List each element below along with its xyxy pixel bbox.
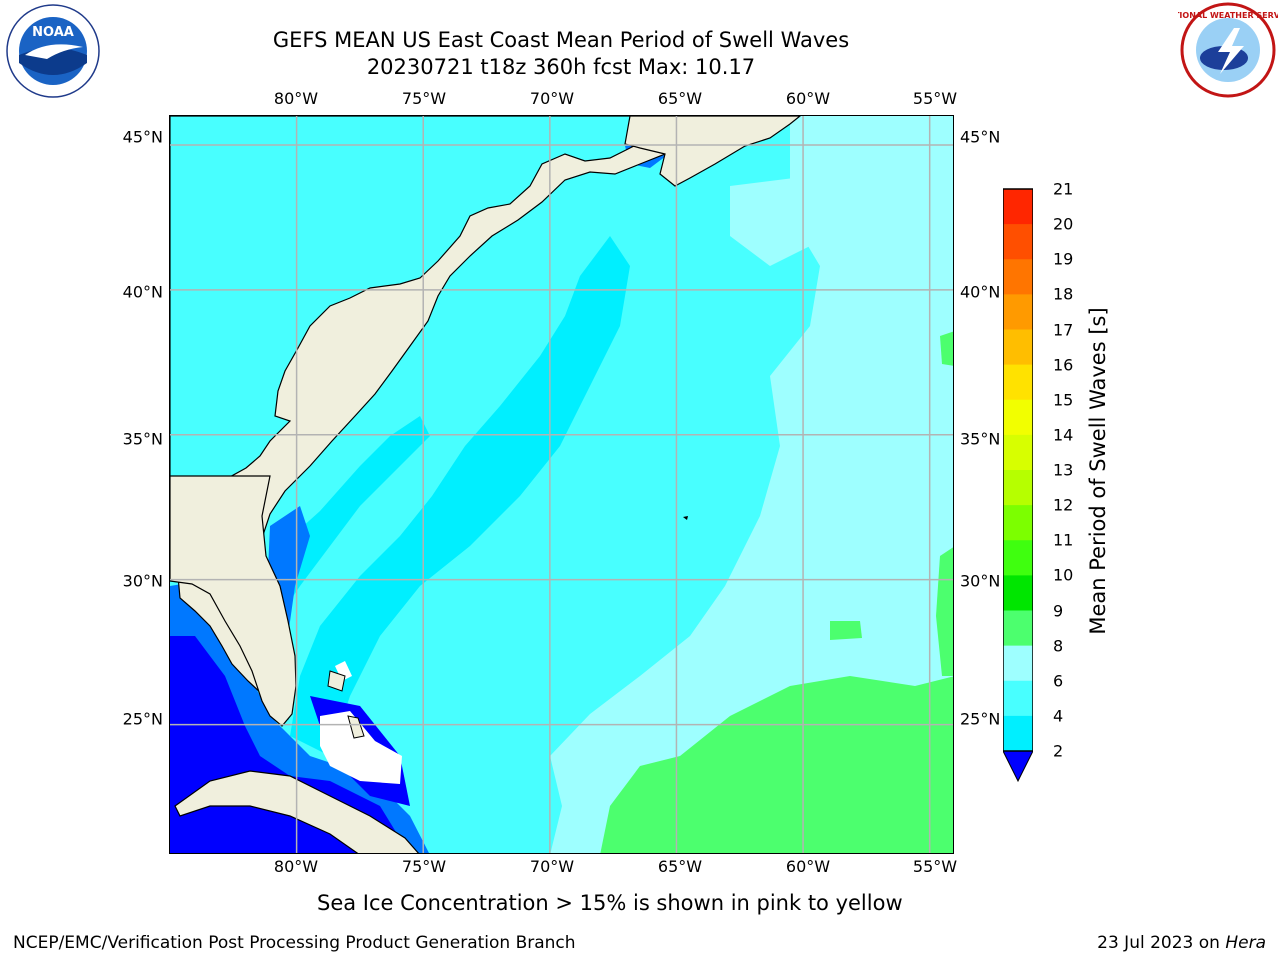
colorbar-segment [1003, 645, 1033, 682]
bottom-tick-label: 60°W [785, 857, 831, 876]
colorbar-outline [1003, 188, 1033, 752]
colorbar-tick-label: 2 [1053, 741, 1064, 761]
noaa-logo-text: NOAA [32, 25, 74, 40]
colorbar-segment [1003, 399, 1033, 436]
bottom-tick-label: 55°W [912, 857, 958, 876]
colorbar-title: Mean Period of Swell Waves [s] [1086, 307, 1110, 635]
bottom-tick-label: 70°W [529, 857, 575, 876]
top-tick-label: 65°W [657, 89, 703, 108]
top-tick-label: 60°W [785, 89, 831, 108]
colorbar-segment [1003, 224, 1033, 260]
colorbar-tick-label: 14 [1053, 425, 1074, 445]
top-tick-label: 75°W [401, 89, 447, 108]
left-tick-label: 35°N [122, 429, 163, 449]
colorbar-segment [1003, 470, 1033, 506]
left-tick-label: 25°N [122, 709, 163, 729]
colorbar-segment [1003, 505, 1033, 541]
colorbar-tick-label: 21 [1053, 179, 1074, 199]
colorbar-segment [1003, 680, 1033, 717]
ocean-band-8-9 [550, 116, 953, 853]
sea-ice-note: Sea Ice Concentration > 15% is shown in … [317, 891, 903, 915]
colorbar-tick-label: 16 [1053, 355, 1074, 375]
colorbar-tick-label: 8 [1053, 636, 1064, 656]
colorbar-tick-label: 12 [1053, 495, 1074, 515]
right-tick-label: 30°N [960, 571, 1001, 591]
masked-area-bahamas [320, 711, 402, 784]
colorbar [1003, 188, 1033, 783]
nws-logo-text: NATIONAL WEATHER SERVICE [1178, 11, 1278, 20]
colorbar-segment [1003, 540, 1033, 576]
ocean-band-4-6-coast [270, 416, 430, 616]
colorbar-segment [1003, 329, 1033, 366]
map-svg [170, 116, 953, 853]
colorbar-segment [1003, 364, 1033, 401]
colorbar-tick-label: 13 [1053, 460, 1074, 480]
map-subtitle: 20230721 t18z 360h fcst Max: 10.17 [366, 55, 756, 79]
land-maritimes [624, 116, 801, 187]
colorbar-tick-label: 6 [1053, 671, 1064, 691]
map-panel [169, 115, 954, 854]
colorbar-tick-label: 18 [1053, 284, 1074, 304]
footer-producer: NCEP/EMC/Verification Post Processing Pr… [13, 933, 576, 953]
grid-lines [170, 116, 953, 853]
top-tick-label: 80°W [273, 89, 319, 108]
bottom-tick-label: 65°W [657, 857, 703, 876]
colorbar-tick-label: 15 [1053, 390, 1074, 410]
right-tick-label: 35°N [960, 429, 1001, 449]
colorbar-segment [1003, 189, 1033, 225]
footer-date: 23 Jul 2023 on Hera [1097, 933, 1266, 953]
map-title: GEFS MEAN US East Coast Mean Period of S… [272, 28, 850, 52]
left-tick-label: 30°N [122, 571, 163, 591]
colorbar-tick-label: 10 [1053, 565, 1074, 585]
colorbar-tick-label: 17 [1053, 320, 1074, 339]
right-tick-label: 45°N [960, 127, 1001, 147]
ocean-band-9-10 [600, 676, 953, 853]
bottom-tick-label: 75°W [401, 857, 447, 876]
nws-logo: NATIONAL WEATHER SERVICE [1178, 2, 1278, 98]
land-us [170, 116, 681, 720]
land-bahamas [327, 670, 346, 692]
land-bermuda [683, 516, 688, 520]
right-tick-label: 25°N [960, 709, 1001, 729]
colorbar-segment [1003, 434, 1033, 471]
ocean-band-9-10-patch-ne [940, 331, 953, 366]
colorbar-segment [1003, 610, 1033, 647]
colorbar-segment [1003, 575, 1033, 611]
bottom-tick-label: 80°W [273, 857, 319, 876]
masked-area-north [335, 661, 352, 681]
land-florida [170, 116, 297, 727]
colorbar-tick-label: 20 [1053, 214, 1074, 234]
ocean-band-8-9-patch [730, 176, 830, 266]
ocean-band-9-10-patch [830, 621, 862, 640]
right-tick-label: 40°N [960, 282, 1001, 302]
colorbar-extend-arrow [1003, 750, 1033, 783]
left-tick-label: 45°N [122, 127, 163, 147]
colorbar-tick-label: 9 [1053, 601, 1064, 620]
land-bahamas-2 [347, 715, 365, 739]
noaa-logo: NOAA [6, 4, 100, 98]
ocean-band-4-6 [290, 236, 630, 756]
footer-host: Hera [1225, 933, 1266, 953]
top-tick-label: 70°W [529, 89, 575, 108]
left-tick-label: 40°N [122, 282, 163, 302]
colorbar-tick-label: 11 [1053, 530, 1074, 550]
colorbar-segment [1003, 294, 1033, 330]
footer-date-text: 23 Jul 2023 on [1097, 933, 1220, 953]
colorbar-tick-label: 4 [1053, 706, 1064, 726]
colorbar-segment [1003, 259, 1033, 295]
colorbar-tick-label: 19 [1053, 249, 1074, 269]
top-tick-label: 55°W [912, 89, 958, 108]
colorbar-segment [1003, 715, 1033, 752]
